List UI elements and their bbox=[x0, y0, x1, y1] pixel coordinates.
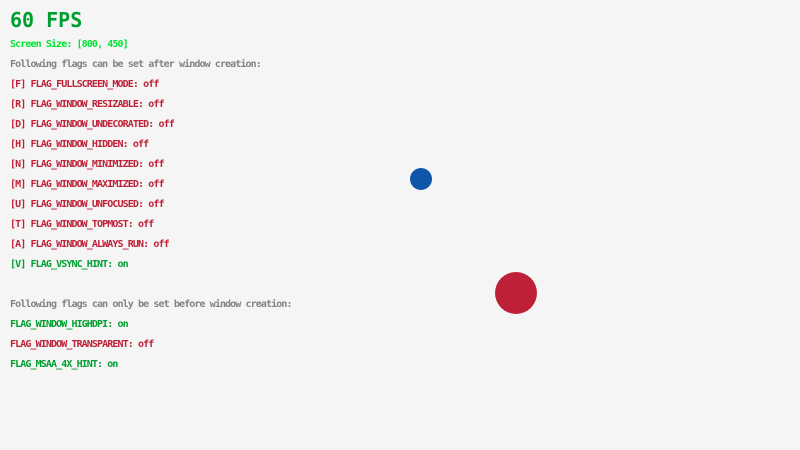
flag-line-window-topmost: [T] FLAG_WINDOW_TOPMOST: off bbox=[10, 219, 154, 230]
flag-line-window-unfocused: [U] FLAG_WINDOW_UNFOCUSED: off bbox=[10, 199, 165, 210]
screen-size-label: Screen Size: [800, 450] bbox=[10, 39, 129, 50]
flags-after-creation-header: Following flags can be set after window … bbox=[10, 59, 262, 70]
blue-ball bbox=[410, 168, 432, 190]
red-ball bbox=[495, 272, 537, 314]
flag-line-window-resizable: [R] FLAG_WINDOW_RESIZABLE: off bbox=[10, 99, 165, 110]
flag-line-window-highdpi: FLAG_WINDOW_HIGHDPI: on bbox=[10, 319, 129, 330]
flag-line-window-maximized: [M] FLAG_WINDOW_MAXIMIZED: off bbox=[10, 179, 165, 190]
flag-line-fullscreen-mode: [F] FLAG_FULLSCREEN_MODE: off bbox=[10, 79, 159, 90]
flag-line-window-minimized: [N] FLAG_WINDOW_MINIMIZED: off bbox=[10, 159, 165, 170]
fps-counter: 60 FPS bbox=[10, 8, 83, 32]
flag-line-vsync-hint: [V] FLAG_VSYNC_HINT: on bbox=[10, 259, 129, 270]
flag-line-window-hidden: [H] FLAG_WINDOW_HIDDEN: off bbox=[10, 139, 149, 150]
flag-line-window-transparent: FLAG_WINDOW_TRANSPARENT: off bbox=[10, 339, 154, 350]
flag-line-window-undecorated: [D] FLAG_WINDOW_UNDECORATED: off bbox=[10, 119, 175, 130]
flag-line-window-always-run: [A] FLAG_WINDOW_ALWAYS_RUN: off bbox=[10, 239, 170, 250]
flag-line-msaa-4x-hint: FLAG_MSAA_4X_HINT: on bbox=[10, 359, 118, 370]
flags-before-creation-header: Following flags can only be set before w… bbox=[10, 299, 293, 310]
